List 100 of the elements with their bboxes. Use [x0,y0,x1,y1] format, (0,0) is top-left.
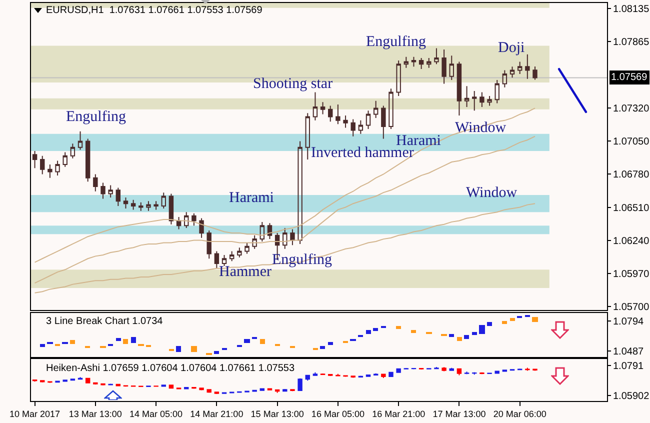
candlestick [55,380,60,384]
x-tick-label: 17 Mar 13:00 [432,408,486,419]
bar [320,346,325,349]
candlestick [336,104,340,125]
candlestick [396,60,401,96]
bar [123,339,128,344]
candlestick [472,90,477,112]
y-tick-label: 1.06510 [613,202,650,214]
candlestick [290,228,295,246]
candlestick [123,196,128,209]
candlestick [40,380,45,383]
bar [176,346,181,352]
candlestick [434,366,439,370]
y-tick-label: 1.07320 [613,104,650,115]
annotation: Window [466,185,518,201]
candlestick [532,368,538,372]
candlestick [434,48,439,65]
candlestick [312,92,318,121]
candlestick [312,372,318,376]
y-tick-label: 1.06240 [613,236,650,247]
bar [260,339,265,344]
candlestick [184,212,189,229]
candlestick [487,95,492,106]
x-tick-label: 20 Mar 06:00 [493,408,546,419]
candlestick [267,388,272,391]
candlestick [222,254,227,266]
y-tick-label: 1.07050 [613,136,650,148]
annotation: Hammer [219,264,272,280]
y-tick-label: 1.07865 [613,37,650,48]
candlestick [214,391,220,394]
candlestick [532,66,538,80]
candlestick [480,92,484,108]
bar [373,328,378,331]
bar [328,342,333,345]
candlestick [525,367,530,372]
candlestick [100,182,106,200]
candlestick [138,202,144,212]
bar [366,330,371,334]
y-tick-label: 1.0794 [613,316,644,328]
candlestick [336,373,340,377]
chart-title: 3 Line Break Chart 1.0734 [46,316,164,327]
candlestick [116,187,121,207]
candlestick [442,366,446,372]
candlestick [161,384,166,388]
bar [532,317,538,322]
candlestick [206,230,212,260]
candlestick [85,378,90,384]
candlestick [282,388,288,392]
candlestick [464,86,470,108]
bar [464,335,469,339]
candlestick [290,388,295,392]
candlestick [237,390,242,394]
candlestick [100,382,106,386]
candlestick [161,192,166,209]
candlestick [366,374,371,378]
candlestick [40,155,45,175]
candlestick [168,384,174,390]
candlestick [108,184,113,198]
bar [70,340,75,344]
candlestick [244,242,250,254]
candlestick [93,382,98,385]
bar [191,346,197,352]
bar [214,351,219,354]
y-tick-label: 1.05700 [613,302,650,313]
candlestick [381,105,386,140]
candlestick [328,105,333,122]
bar [487,322,492,326]
bar [40,344,45,347]
x-tick-label: 16 Mar 05:00 [311,408,364,419]
x-tick-label: 13 Mar 13:00 [68,408,122,419]
candlestick [154,200,158,210]
annotation: Window [455,120,506,136]
y-tick-label: 1.05970 [613,268,650,280]
bar [449,334,454,337]
bar [244,339,250,343]
candlestick [93,174,98,192]
line-series [34,203,536,294]
candlestick [298,140,302,244]
bar [502,321,507,324]
candlestick [320,373,326,376]
bar [472,332,477,335]
candlestick [396,368,401,374]
candlestick [449,55,454,81]
candlestick [517,61,522,74]
candlestick [282,228,288,250]
candlestick [252,389,257,392]
bar [131,337,136,343]
candlestick [48,164,52,178]
candlestick [108,383,113,386]
candlestick [237,247,242,258]
x-tick-label: 14 Mar 21:00 [190,408,244,419]
candlestick [146,200,151,212]
candlestick [260,388,265,392]
candlestick [267,222,272,240]
candlestick [199,387,204,391]
candlestick [388,371,394,378]
candlestick [62,152,68,168]
candlestick [320,102,326,115]
y-tick-label: 1.08135 [613,4,650,15]
annotation: Engulfing [66,109,126,125]
